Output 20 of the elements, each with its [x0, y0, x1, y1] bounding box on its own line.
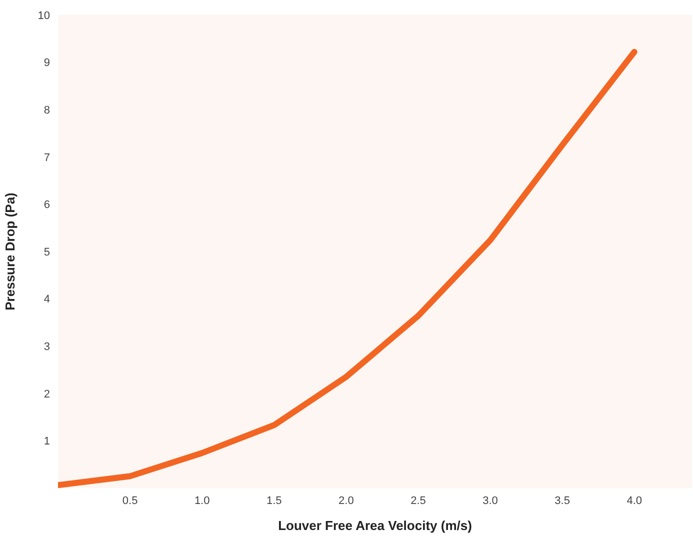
y-axis-title: Pressure Drop (Pa): [2, 192, 18, 310]
x-tick-label: 4.0: [626, 494, 642, 507]
y-tick-label: 9: [44, 57, 50, 70]
y-tick-label: 2: [44, 388, 50, 400]
x-tick-label: 2.0: [338, 494, 354, 507]
x-tick-label: 0.5: [122, 494, 138, 507]
y-tick-label: 10: [38, 10, 50, 22]
x-tick-label: 1.5: [266, 494, 282, 507]
y-tick-label: 7: [44, 152, 50, 164]
x-tick-label: 3.5: [554, 494, 570, 507]
y-tick-label: 5: [44, 246, 50, 258]
x-axis-title: Louver Free Area Velocity (m/s): [278, 518, 472, 533]
y-tick-label: 8: [44, 104, 50, 117]
x-tick-label: 3.0: [482, 494, 498, 507]
y-tick-label: 4: [44, 294, 50, 306]
y-tick-label: 6: [44, 199, 50, 212]
x-tick-label: 2.5: [410, 494, 426, 507]
y-tick-label: 1: [44, 436, 50, 448]
y-tick-label: 3: [44, 341, 50, 354]
x-tick-label: 1.0: [194, 494, 210, 507]
